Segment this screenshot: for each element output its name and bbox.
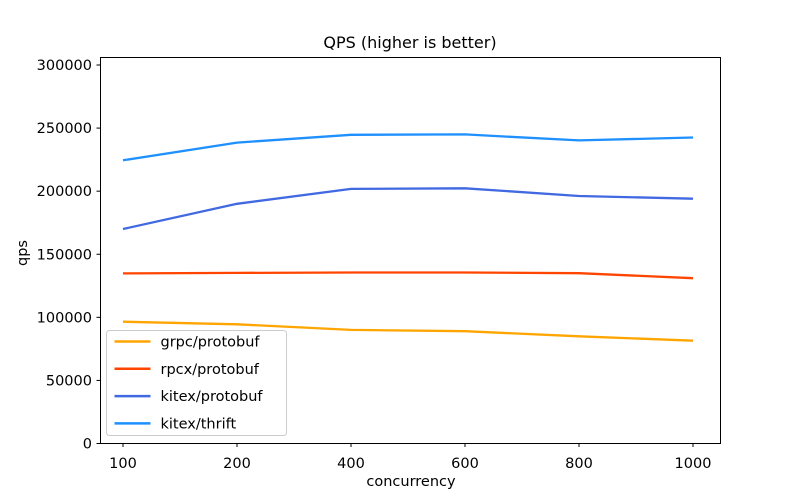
series-line-grpc-protobuf xyxy=(122,320,694,342)
x-tick-label: 200 xyxy=(223,456,251,472)
legend: grpc/protobuf rpcx/protobuf kitex/protobuf… xyxy=(106,330,287,436)
y-tick-label: 0 xyxy=(83,437,92,453)
x-tick-label: 600 xyxy=(451,456,479,472)
x-tick-label: 1000 xyxy=(675,456,712,472)
series-line-kitex-protobuf xyxy=(122,187,694,231)
legend-label-grpc-protobuf: grpc/protobuf xyxy=(161,335,261,351)
y-tick-label: 100000 xyxy=(37,310,92,326)
chart-title: QPS (higher is better) xyxy=(323,33,496,52)
y-tick-label: 50000 xyxy=(46,373,92,389)
legend-label-kitex-thrift: kitex/thrift xyxy=(161,416,237,432)
y-tick-label: 150000 xyxy=(37,247,92,263)
y-axis-ticks: 0 50000 100000 150000 200000 250000 300000 xyxy=(37,58,101,453)
y-tick-label: 300000 xyxy=(37,58,92,74)
legend-frame xyxy=(106,330,287,436)
x-axis-label: concurrency xyxy=(366,474,456,490)
x-axis-ticks: 100 200 400 600 800 1000 xyxy=(109,443,712,472)
series-lines xyxy=(122,133,694,342)
series-line-rpcx-protobuf xyxy=(122,271,694,280)
series-line-kitex-thrift xyxy=(122,133,694,162)
y-tick-label: 250000 xyxy=(37,121,92,137)
legend-label-kitex-protobuf: kitex/protobuf xyxy=(161,389,264,405)
y-axis-label: qps xyxy=(15,240,31,266)
x-tick-label: 800 xyxy=(565,456,593,472)
plot-area-border xyxy=(100,57,721,444)
x-tick-label: 100 xyxy=(109,456,137,472)
legend-label-rpcx-protobuf: rpcx/protobuf xyxy=(161,362,260,378)
y-tick-label: 200000 xyxy=(37,184,92,200)
x-tick-label: 400 xyxy=(337,456,365,472)
